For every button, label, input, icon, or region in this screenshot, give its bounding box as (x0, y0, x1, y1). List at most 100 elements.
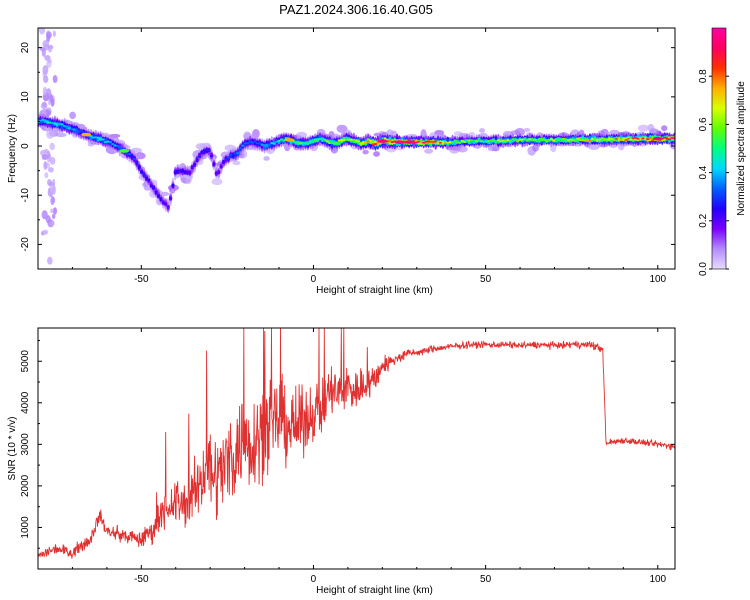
ridge-segment (419, 140, 423, 143)
ridge-segment (530, 139, 534, 142)
spec-y-tick-label: 20 (20, 42, 31, 54)
ridge-segment (260, 143, 264, 146)
ridge-hotspot (284, 138, 295, 142)
ridge-segment (164, 203, 168, 206)
ridge-segment (431, 141, 435, 143)
ridge-segment (573, 138, 578, 141)
ridge-segment (147, 178, 151, 182)
spectrogram-frame (37, 27, 676, 270)
ridge-segment (665, 137, 669, 140)
halo-blob (424, 148, 434, 154)
ridge-segment (115, 145, 120, 148)
ridge-segment (651, 139, 655, 142)
ridge-segment (458, 141, 462, 144)
halo-blob (263, 156, 270, 161)
noise-blob (47, 59, 52, 64)
ridge-segment (99, 138, 103, 141)
ridge-segment (325, 140, 329, 143)
ridge-segment (631, 137, 635, 140)
ridge-segment (55, 123, 59, 126)
ridge-segment (190, 167, 194, 170)
ridge-segment (181, 169, 185, 173)
ridge-segment (178, 169, 182, 172)
spec-y-tick-label: -10 (20, 188, 31, 203)
ridge-segment (294, 141, 298, 144)
ridge-segment (221, 160, 226, 163)
halo-blob (232, 160, 241, 166)
ridge-segment (248, 140, 252, 143)
ridge-segment (58, 123, 62, 126)
halo-blob (108, 133, 121, 138)
ridge-segment (641, 137, 645, 140)
ridge-segment (475, 139, 479, 142)
colorbar-ticks: 0.0 0.2 0.4 0.6 0.8 (698, 69, 729, 276)
ridge-segment (342, 139, 346, 142)
ridge-segment (176, 169, 180, 172)
ridge-segment (96, 136, 100, 139)
ridge-segment (448, 141, 452, 144)
halo-blob (211, 178, 223, 186)
spectrogram-axes: -50 0 50 100 -20 -10 0 10 20 (20, 28, 675, 285)
colorbar-tick-label: 0.4 (698, 165, 709, 179)
ridge-segment (161, 201, 165, 204)
ridge-segment (91, 136, 96, 139)
ridge-segment (465, 140, 469, 143)
ridge-segment (152, 187, 156, 190)
ridge-segment (436, 140, 440, 143)
halo-blob (252, 129, 260, 139)
ridge-segment (414, 141, 419, 144)
ridge-segment (234, 152, 238, 155)
ridge-segment (484, 140, 488, 143)
halo-blob (46, 129, 54, 139)
ridge-segment (614, 138, 619, 140)
noise-blob (49, 142, 55, 151)
spec-y-tick-label: -20 (20, 237, 31, 252)
ridge-segment (373, 142, 378, 146)
ridge-segment (352, 139, 356, 142)
ridge-segment (361, 141, 365, 144)
ridge-segment (296, 142, 300, 145)
spectrogram-marks (38, 28, 675, 265)
ridge-segment (238, 146, 243, 150)
colorbar-gradient (712, 28, 726, 269)
ridge-segment (482, 140, 486, 143)
ridge-segment (479, 140, 484, 142)
ridge-segment (564, 138, 568, 141)
ridge-segment (501, 139, 505, 142)
ridge-segment (667, 138, 672, 141)
ridge-segment (487, 139, 491, 142)
ridge-segment (277, 139, 281, 143)
ridge-segment (544, 139, 549, 142)
ridge-segment (638, 137, 643, 140)
ridge-segment (494, 140, 498, 143)
colorbar-tick-label: 0.0 (698, 262, 709, 276)
ridge-segment (537, 140, 541, 143)
ridge-segment (503, 139, 508, 142)
noise-blob (50, 195, 55, 206)
ridge-segment (173, 171, 177, 174)
ridge-segment (388, 139, 392, 143)
ridge-segment (426, 140, 431, 143)
ridge-segment (453, 139, 457, 142)
ridge-segment (72, 128, 76, 131)
ridge-segment (113, 144, 117, 147)
ridge-segment (576, 137, 580, 140)
snr-y-tick-label: 5000 (20, 350, 31, 373)
ridge-segment (455, 141, 459, 144)
ridge-segment (634, 137, 638, 139)
halo-blob (523, 127, 531, 132)
ridge-segment (626, 137, 631, 140)
ridge-segment (313, 139, 317, 142)
ridge-segment (354, 139, 358, 142)
ridge-segment (236, 151, 240, 155)
ridge-segment (590, 138, 594, 140)
ridge-segment (424, 140, 428, 143)
ridge-segment (610, 138, 614, 140)
ridge-segment (149, 184, 153, 187)
ridge-segment (202, 148, 206, 151)
noise-blob (43, 148, 49, 154)
ridge-segment (262, 144, 267, 147)
ridge-segment (513, 138, 517, 141)
ridge-segment (50, 121, 55, 125)
ridge-segment (356, 140, 361, 143)
